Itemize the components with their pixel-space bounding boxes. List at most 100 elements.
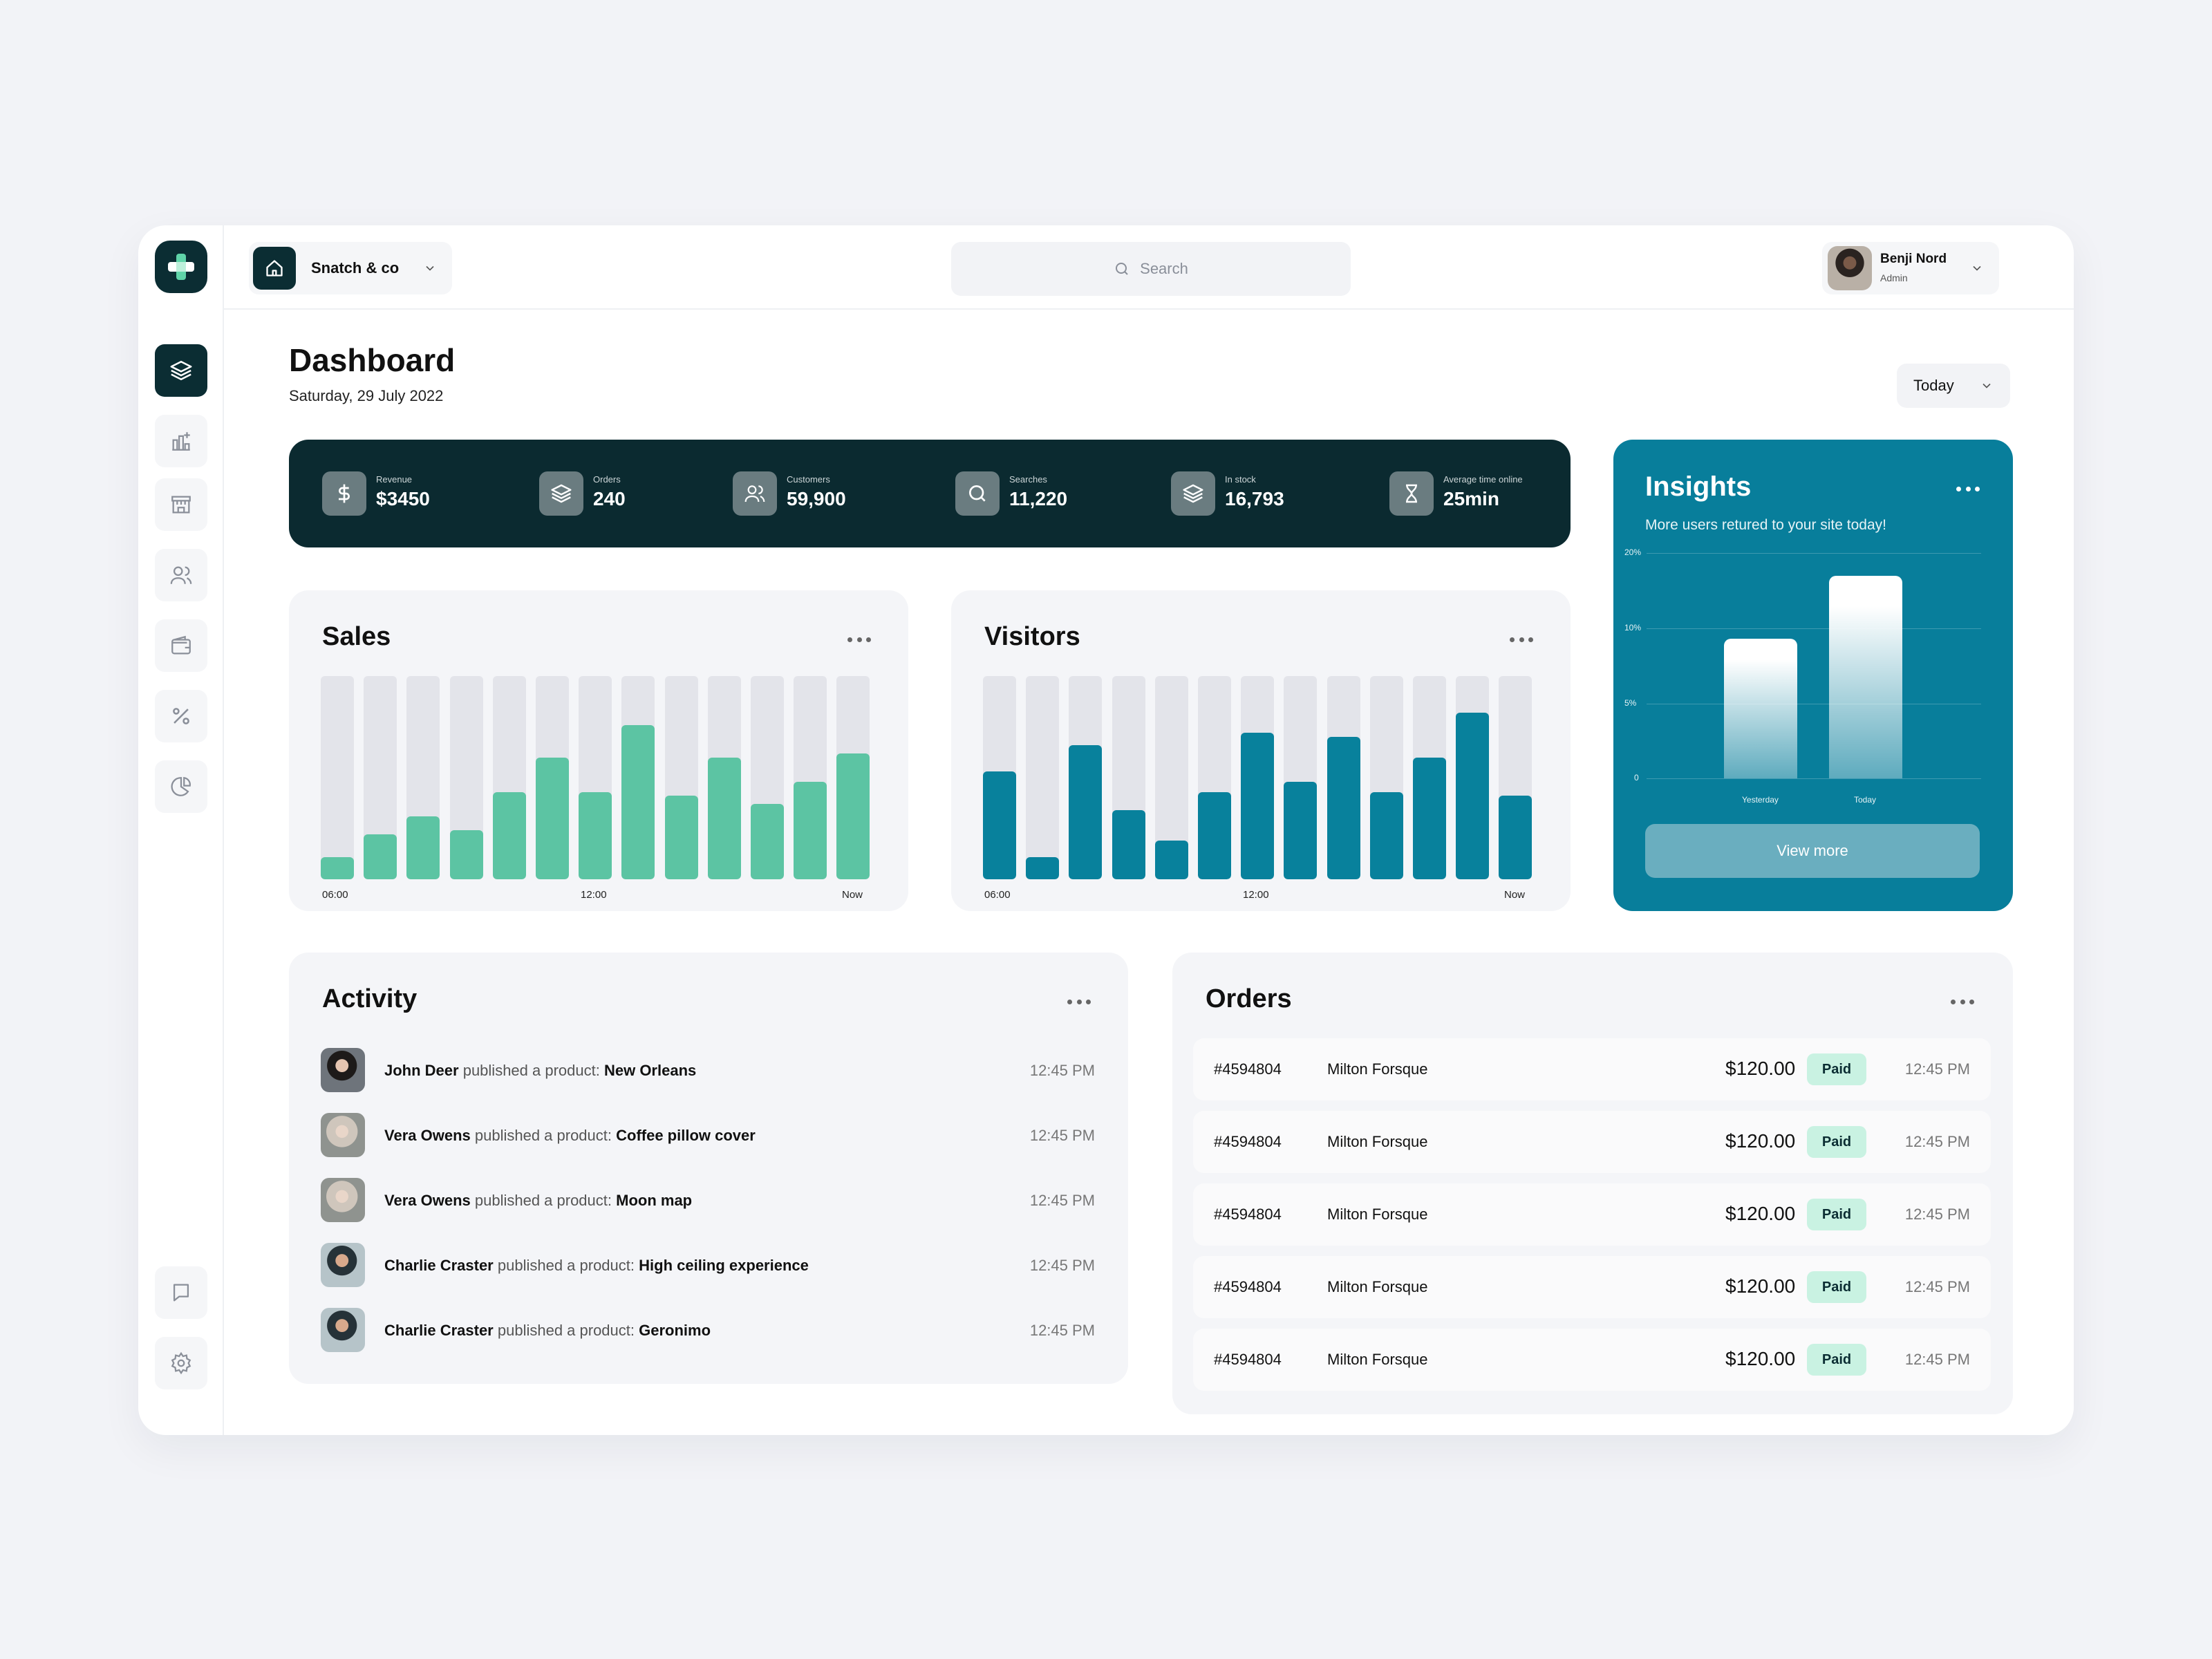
bar[interactable] — [406, 816, 440, 879]
bar[interactable] — [449, 830, 483, 879]
sidebar-item-reports[interactable] — [155, 760, 207, 813]
more-icon[interactable] — [1067, 998, 1091, 1005]
bar[interactable] — [364, 834, 397, 879]
sidebar-item-discounts[interactable] — [155, 690, 207, 742]
activity-time: 12:45 PM — [1029, 1257, 1095, 1274]
bar-track — [1241, 676, 1275, 879]
bar[interactable] — [836, 753, 870, 879]
more-icon[interactable] — [1956, 485, 1980, 492]
bar[interactable] — [1499, 796, 1533, 879]
order-row[interactable]: #4594804 Milton Forsque $120.00 Paid 12:… — [1193, 1256, 1991, 1318]
users-icon — [733, 471, 777, 516]
users-icon — [170, 566, 192, 584]
app-logo[interactable] — [155, 241, 207, 293]
activity-text: Vera Owens published a product: Moon map — [384, 1192, 692, 1210]
bar[interactable] — [1369, 792, 1403, 879]
activity-item[interactable]: Charlie Craster published a product: Hig… — [321, 1243, 1095, 1287]
order-row[interactable]: #4594804 Milton Forsque $120.00 Paid 12:… — [1193, 1183, 1991, 1246]
search-input[interactable]: Search — [951, 242, 1351, 296]
order-id: #4594804 — [1214, 1060, 1282, 1078]
bar[interactable] — [1112, 810, 1145, 879]
grid-line — [1647, 778, 1981, 779]
view-more-button[interactable]: View more — [1645, 824, 1980, 878]
bar[interactable] — [707, 758, 741, 879]
order-row[interactable]: #4594804 Milton Forsque $120.00 Paid 12:… — [1193, 1329, 1991, 1391]
bar[interactable] — [1327, 737, 1360, 879]
grid-line — [1647, 553, 1981, 554]
search-icon — [1116, 263, 1128, 275]
bar-track — [1198, 676, 1231, 879]
bar[interactable] — [621, 725, 655, 879]
bar[interactable] — [321, 857, 354, 879]
search-icon — [955, 471, 1000, 516]
sales-chart — [321, 676, 874, 879]
bar-track — [1456, 676, 1490, 879]
order-row[interactable]: #4594804 Milton Forsque $120.00 Paid 12:… — [1193, 1038, 1991, 1100]
bar[interactable] — [1284, 782, 1318, 879]
x-tick: 12:00 — [1243, 889, 1269, 901]
activity-user: Vera Owens — [384, 1192, 471, 1209]
settings-icon — [171, 1351, 191, 1375]
page-title: Dashboard — [289, 342, 456, 378]
bar[interactable] — [751, 804, 784, 879]
order-row[interactable]: #4594804 Milton Forsque $120.00 Paid 12:… — [1193, 1111, 1991, 1173]
period-select[interactable]: Today — [1897, 364, 2010, 408]
user-name: Benji Nord — [1880, 252, 1947, 266]
period-select-value: Today — [1913, 377, 1954, 394]
app-window: Snatch & co Search Benji Nord Admin Dash… — [138, 225, 2074, 1435]
more-icon[interactable] — [1510, 636, 1533, 643]
chevron-down-icon — [1973, 265, 1981, 271]
bar[interactable] — [1069, 745, 1103, 879]
activity-item[interactable]: Vera Owens published a product: Moon map… — [321, 1178, 1095, 1222]
sidebar-item-dashboard[interactable] — [155, 344, 207, 397]
bar-track — [449, 676, 483, 879]
bar-track — [406, 676, 440, 879]
more-icon[interactable] — [1951, 998, 1974, 1005]
activity-card: Activity John Deer published a product: … — [289, 953, 1128, 1384]
activity-item[interactable]: Charlie Craster published a product: Ger… — [321, 1308, 1095, 1352]
stat-value: 11,220 — [1009, 488, 1068, 509]
bar-track — [321, 676, 354, 879]
bar[interactable] — [1241, 733, 1275, 879]
bar-track — [492, 676, 526, 879]
order-customer: Milton Forsque — [1327, 1351, 1428, 1368]
bar[interactable] — [536, 758, 569, 879]
bar[interactable] — [664, 796, 698, 879]
avatar — [1828, 246, 1872, 290]
avatar — [321, 1048, 365, 1092]
status-badge: Paid — [1807, 1344, 1866, 1376]
sidebar-item-users[interactable] — [155, 549, 207, 601]
sidebar-item-wallet[interactable] — [155, 619, 207, 672]
activity-item[interactable]: Vera Owens published a product: Coffee p… — [321, 1113, 1095, 1157]
card-title: Orders — [1206, 984, 1292, 1013]
sidebar-item-messages[interactable] — [155, 1266, 207, 1319]
bar[interactable] — [1456, 713, 1490, 879]
bar[interactable] — [1154, 841, 1188, 879]
sidebar-item-settings[interactable] — [155, 1337, 207, 1389]
bar[interactable] — [492, 792, 526, 879]
more-icon[interactable] — [847, 636, 871, 643]
bar[interactable] — [983, 771, 1016, 879]
status-badge: Paid — [1807, 1126, 1866, 1158]
sidebar-item-store[interactable] — [155, 478, 207, 531]
bar[interactable] — [1026, 857, 1060, 879]
sidebar-item-analytics[interactable] — [155, 415, 207, 467]
bar[interactable] — [1413, 758, 1446, 879]
activity-item[interactable]: John Deer published a product: New Orlea… — [321, 1048, 1095, 1092]
bar-track — [707, 676, 741, 879]
bar[interactable] — [579, 792, 612, 879]
bar[interactable] — [1198, 792, 1231, 879]
wallet-icon — [171, 635, 191, 655]
visitors-chart — [983, 676, 1536, 879]
order-amount: $120.00 — [1725, 1203, 1796, 1224]
bar[interactable] — [794, 782, 827, 879]
y-tick: 0 — [1634, 773, 1639, 782]
activity-action: published a product: — [470, 1192, 617, 1209]
bar-track — [1327, 676, 1360, 879]
workspace-switcher[interactable]: Snatch & co — [249, 242, 452, 294]
bar-track — [536, 676, 569, 879]
activity-action: published a product: — [493, 1322, 639, 1339]
message-icon — [173, 1284, 189, 1302]
activity-action: published a product: — [470, 1127, 617, 1144]
user-menu[interactable]: Benji Nord Admin — [1822, 242, 1999, 294]
